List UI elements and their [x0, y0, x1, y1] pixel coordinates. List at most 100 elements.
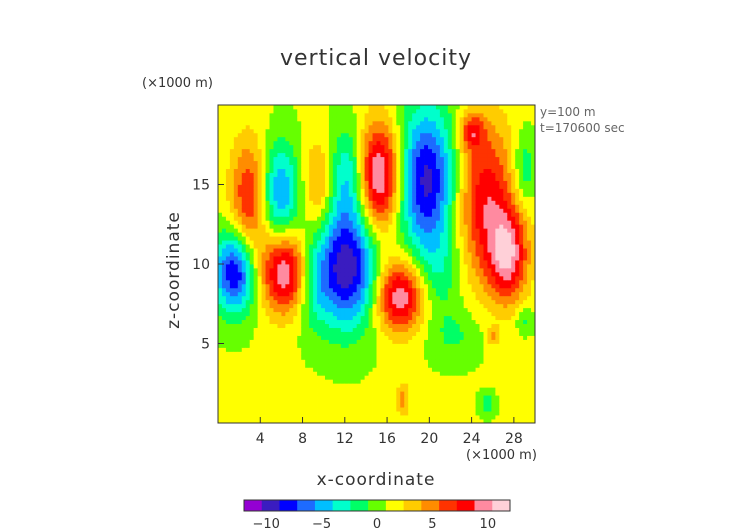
heatmap-cell: [225, 152, 231, 158]
heatmap-cell: [400, 343, 405, 348]
heatmap-cell: [364, 363, 369, 368]
heatmap-cell: [313, 351, 318, 356]
heatmap-cell: [269, 307, 274, 313]
heatmap-cell: [420, 120, 425, 126]
heatmap-cell: [328, 315, 334, 321]
heatmap-cell: [218, 403, 223, 408]
heatmap-cell: [285, 275, 290, 281]
heatmap-cell: [439, 105, 445, 110]
heatmap-cell: [324, 148, 330, 154]
heatmap-cell: [451, 192, 457, 197]
heatmap-cell: [281, 407, 286, 412]
heatmap-cell: [376, 204, 381, 209]
heatmap-cell: [261, 220, 266, 225]
heatmap-cell: [356, 267, 362, 273]
heatmap-cell: [257, 108, 262, 114]
heatmap-cell: [225, 136, 231, 142]
heatmap-cell: [439, 371, 445, 376]
heatmap-cell: [245, 248, 251, 253]
heatmap-cell: [404, 395, 409, 400]
heatmap-cell: [451, 264, 457, 269]
heatmap-cell: [233, 148, 239, 154]
heatmap-cell: [372, 403, 377, 408]
heatmap-cell: [249, 319, 255, 325]
heatmap-cell: [245, 264, 251, 269]
heatmap-cell: [289, 152, 294, 158]
heatmap-cell: [439, 403, 445, 408]
heatmap-cell: [297, 403, 302, 408]
heatmap-cell: [261, 303, 266, 309]
heatmap-cell: [424, 156, 429, 162]
heatmap-cell: [237, 267, 243, 273]
heatmap-cell: [301, 168, 306, 173]
heatmap-cell: [344, 323, 350, 329]
heatmap-cell: [372, 387, 377, 392]
heatmap-cell: [352, 371, 358, 376]
heatmap-cell: [412, 419, 417, 424]
heatmap-cell: [439, 339, 445, 344]
heatmap-cell: [428, 240, 433, 245]
heatmap-cell: [392, 116, 397, 122]
heatmap-cell: [265, 343, 270, 348]
heatmap-cell: [253, 244, 259, 249]
heatmap-cell: [447, 315, 453, 321]
heatmap-cell: [249, 204, 255, 209]
heatmap-cell: [328, 160, 334, 166]
heatmap-cell: [348, 327, 354, 332]
heatmap-cell: [301, 232, 306, 237]
heatmap-cell: [293, 283, 298, 289]
heatmap-cell: [356, 152, 362, 158]
heatmap-cell: [356, 176, 362, 181]
heatmap-cell: [328, 112, 334, 118]
heatmap-cell: [364, 387, 369, 392]
heatmap-cell: [305, 299, 310, 305]
heatmap-cell: [281, 351, 286, 356]
heatmap-cell: [443, 407, 449, 412]
heatmap-cell: [455, 128, 461, 134]
heatmap-cell: [289, 387, 294, 392]
heatmap-cell: [408, 379, 413, 384]
heatmap-cell: [360, 275, 366, 281]
heatmap-cell: [352, 196, 358, 201]
heatmap-cell: [439, 172, 445, 177]
heatmap-cell: [249, 295, 255, 301]
heatmap-cell: [412, 256, 417, 261]
heatmap-cell: [431, 260, 437, 265]
heatmap-cell: [360, 124, 366, 130]
heatmap-cell: [428, 287, 433, 293]
heatmap-cell: [360, 299, 366, 305]
heatmap-cell: [459, 279, 465, 285]
heatmap-cell: [277, 395, 282, 400]
heatmap-cell: [289, 208, 294, 213]
heatmap-cell: [332, 105, 338, 110]
heatmap-cell: [455, 256, 461, 261]
heatmap-cell: [233, 403, 239, 408]
heatmap-cell: [344, 164, 350, 170]
heatmap-cell: [404, 248, 409, 253]
heatmap-cell: [388, 216, 393, 221]
heatmap-cell: [249, 387, 255, 392]
heatmap-cell: [443, 176, 449, 181]
heatmap-cell: [328, 303, 334, 309]
heatmap-cell: [340, 156, 346, 162]
heatmap-cell: [408, 164, 413, 170]
heatmap-cell: [218, 176, 223, 181]
heatmap-cell: [431, 299, 437, 305]
heatmap-cell: [241, 156, 247, 162]
heatmap-cell: [439, 216, 445, 221]
heatmap-cell: [233, 419, 239, 424]
heatmap-cell: [431, 359, 437, 364]
heatmap-cell: [305, 112, 310, 118]
heatmap-cell: [443, 391, 449, 396]
heatmap-cell: [380, 264, 385, 269]
heatmap-cell: [447, 347, 453, 352]
heatmap-cell: [221, 212, 227, 217]
heatmap-cell: [352, 256, 358, 261]
heatmap-cell: [447, 291, 453, 297]
heatmap-cell: [459, 220, 465, 225]
heatmap-cell: [451, 112, 457, 118]
heatmap-cell: [241, 160, 247, 166]
heatmap-cell: [439, 271, 445, 277]
heatmap-cell: [360, 319, 366, 325]
heatmap-cell: [443, 387, 449, 392]
